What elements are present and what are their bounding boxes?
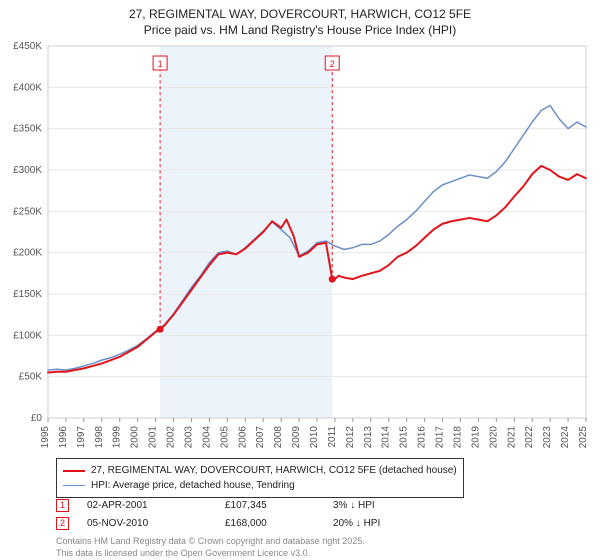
sale-index-2: 2 [56, 517, 69, 530]
svg-text:2001: 2001 [148, 426, 159, 449]
svg-text:£150K: £150K [13, 289, 42, 300]
sale-price-2: £168,000 [225, 518, 315, 529]
footer-line-1: Contains HM Land Registry data © Crown c… [56, 536, 365, 548]
svg-text:2002: 2002 [166, 426, 177, 449]
svg-text:2012: 2012 [345, 426, 356, 449]
attribution-footer: Contains HM Land Registry data © Crown c… [56, 536, 365, 559]
svg-text:2016: 2016 [417, 426, 428, 449]
svg-text:£50K: £50K [19, 372, 43, 383]
svg-text:1998: 1998 [94, 426, 105, 449]
svg-text:2017: 2017 [435, 426, 446, 449]
footer-line-2: This data is licensed under the Open Gov… [56, 548, 365, 560]
svg-text:2: 2 [330, 59, 335, 69]
svg-text:2011: 2011 [327, 426, 338, 448]
legend-row-property: 27, REGIMENTAL WAY, DOVERCOURT, HARWICH,… [63, 463, 457, 478]
svg-text:2004: 2004 [201, 426, 212, 449]
sale-delta-2: 20% ↓ HPI [333, 518, 413, 529]
svg-text:2014: 2014 [381, 426, 392, 449]
svg-text:2013: 2013 [363, 426, 374, 449]
svg-text:2008: 2008 [273, 426, 284, 449]
svg-text:£350K: £350K [13, 124, 42, 135]
sale-index-1: 1 [56, 499, 69, 512]
svg-text:2003: 2003 [183, 426, 194, 449]
svg-text:2022: 2022 [524, 426, 535, 449]
svg-text:2006: 2006 [237, 426, 248, 449]
legend: 27, REGIMENTAL WAY, DOVERCOURT, HARWICH,… [56, 458, 464, 498]
svg-text:2025: 2025 [578, 426, 589, 449]
svg-text:2007: 2007 [255, 426, 266, 449]
legend-swatch-hpi [63, 485, 85, 486]
sales-row-2: 2 05-NOV-2010 £168,000 20% ↓ HPI [56, 514, 413, 532]
sales-table: 1 02-APR-2001 £107,345 3% ↓ HPI 2 05-NOV… [56, 496, 413, 532]
sale-date-1: 02-APR-2001 [87, 500, 207, 511]
svg-text:£400K: £400K [13, 82, 42, 93]
sale-delta-1: 3% ↓ HPI [333, 500, 413, 511]
svg-text:1997: 1997 [76, 426, 87, 449]
svg-text:1995: 1995 [40, 426, 51, 449]
svg-text:1999: 1999 [112, 426, 123, 449]
legend-swatch-property [63, 470, 85, 472]
svg-text:2020: 2020 [488, 426, 499, 449]
svg-text:2023: 2023 [542, 426, 553, 449]
svg-text:2000: 2000 [130, 426, 141, 449]
svg-text:£300K: £300K [13, 165, 42, 176]
svg-text:2005: 2005 [219, 426, 230, 449]
svg-text:1996: 1996 [58, 426, 69, 449]
svg-text:1: 1 [158, 59, 163, 69]
svg-text:£250K: £250K [13, 206, 42, 217]
svg-text:2015: 2015 [399, 426, 410, 449]
svg-text:2018: 2018 [452, 426, 463, 449]
svg-text:£100K: £100K [13, 330, 42, 341]
svg-text:2009: 2009 [291, 426, 302, 449]
svg-text:£450K: £450K [13, 41, 42, 52]
svg-text:£200K: £200K [13, 248, 42, 259]
svg-text:2019: 2019 [470, 426, 481, 449]
svg-text:2010: 2010 [309, 426, 320, 449]
sale-price-1: £107,345 [225, 500, 315, 511]
sales-row-1: 1 02-APR-2001 £107,345 3% ↓ HPI [56, 496, 413, 514]
legend-label-hpi: HPI: Average price, detached house, Tend… [91, 478, 295, 493]
sale-date-2: 05-NOV-2010 [87, 518, 207, 529]
svg-text:£0: £0 [31, 413, 43, 424]
legend-row-hpi: HPI: Average price, detached house, Tend… [63, 478, 457, 493]
legend-label-property: 27, REGIMENTAL WAY, DOVERCOURT, HARWICH,… [91, 463, 457, 478]
svg-text:2021: 2021 [506, 426, 517, 449]
svg-text:2024: 2024 [560, 426, 571, 449]
